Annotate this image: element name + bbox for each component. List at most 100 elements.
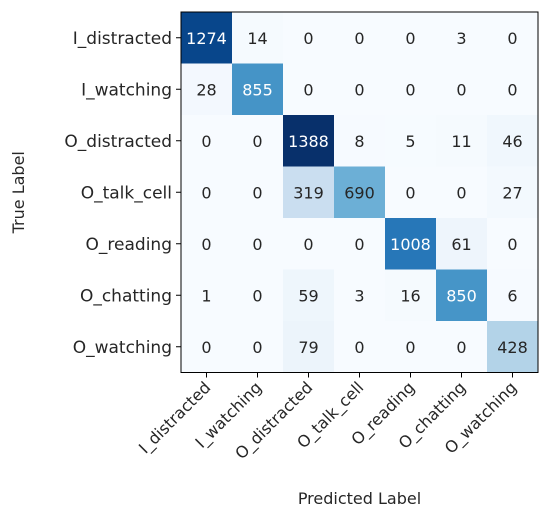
matrix-cell	[334, 63, 386, 116]
matrix-cell	[436, 12, 488, 64]
cell-value-label: 3	[456, 29, 466, 48]
cell-value-label: 59	[298, 286, 318, 305]
cell-value-label: 0	[252, 183, 262, 202]
matrix-cell	[487, 218, 539, 270]
matrix-cell	[334, 269, 386, 322]
cell-value-label: 1388	[288, 132, 329, 151]
matrix-cell	[334, 166, 386, 219]
matrix-cell	[436, 321, 488, 373]
cell-value-label: 1274	[186, 29, 227, 48]
cell-value-label: 0	[354, 338, 364, 357]
matrix-cell	[181, 115, 233, 167]
cell-value-labels: 1274 14 0 0 0 3 0 28 855 0 0 0 0 0 0 0 1388 8 5 11 46 0 0 319 69…	[186, 29, 528, 357]
matrix-cell	[385, 166, 437, 219]
matrix-cell	[283, 269, 335, 322]
matrix-cell	[283, 218, 335, 270]
cell-value-label: 0	[354, 80, 364, 99]
cell-value-label: 0	[252, 338, 262, 357]
matrix-cell	[487, 115, 539, 167]
matrix-cell	[283, 166, 335, 219]
matrix-cell	[283, 12, 335, 64]
cell-value-label: 0	[507, 235, 517, 254]
cell-value-label: 27	[502, 183, 522, 202]
matrix-cell	[283, 321, 335, 373]
cell-value-label: 1	[201, 286, 211, 305]
cell-value-label: 16	[400, 286, 420, 305]
matrix-cells	[181, 12, 539, 373]
matrix-cell	[232, 115, 284, 167]
cell-value-label: 0	[252, 286, 262, 305]
matrix-cell	[436, 166, 488, 219]
matrix-cell	[232, 321, 284, 373]
y-tick-label: O_chatting	[80, 286, 172, 306]
cell-value-label: 0	[354, 29, 364, 48]
cell-value-label: 0	[405, 183, 415, 202]
cell-value-label: 61	[451, 235, 471, 254]
x-axis-ticks: I_distractedI_watchingO_distractedO_talk…	[135, 372, 521, 464]
y-axis-ticks: I_distracted I_watching O_distracted O_talk…	[64, 29, 181, 358]
matrix-cell	[436, 218, 488, 270]
matrix-cell	[487, 12, 539, 64]
matrix-cell	[334, 12, 386, 64]
matrix-cell	[334, 321, 386, 373]
cell-value-label: 0	[252, 132, 262, 151]
matrix-cell	[232, 12, 284, 64]
matrix-cell	[181, 166, 233, 219]
matrix-cell	[181, 12, 233, 64]
matrix-cell	[385, 321, 437, 373]
matrix-cell	[181, 218, 233, 270]
y-tick-label: O_distracted	[64, 132, 172, 152]
matrix-cell	[283, 63, 335, 116]
cell-value-label: 1008	[390, 235, 431, 254]
cell-value-label: 0	[507, 29, 517, 48]
matrix-cell	[385, 115, 437, 167]
matrix-cell	[487, 321, 539, 373]
cell-value-label: 0	[252, 235, 262, 254]
matrix-cell	[385, 218, 437, 270]
cell-value-label: 46	[502, 132, 522, 151]
matrix-cell	[181, 321, 233, 373]
cell-value-label: 850	[446, 286, 477, 305]
cell-value-label: 28	[196, 80, 216, 99]
y-tick-label: O_talk_cell	[81, 183, 172, 203]
matrix-cell	[334, 115, 386, 167]
matrix-cell	[181, 269, 233, 322]
cell-value-label: 0	[456, 80, 466, 99]
cell-value-label: 0	[354, 235, 364, 254]
matrix-cell	[232, 166, 284, 219]
cell-value-label: 79	[298, 338, 318, 357]
cell-value-label: 0	[201, 338, 211, 357]
matrix-cell	[232, 63, 284, 116]
matrix-cell	[487, 269, 539, 322]
y-tick-label: I_watching	[81, 80, 172, 100]
cell-value-label: 0	[201, 132, 211, 151]
matrix-cell	[334, 218, 386, 270]
cell-value-label: 319	[293, 183, 324, 202]
cell-value-label: 0	[303, 29, 313, 48]
cell-value-label: 3	[354, 286, 364, 305]
cell-value-label: 0	[303, 80, 313, 99]
cell-value-label: 8	[354, 132, 364, 151]
matrix-cell	[181, 63, 233, 116]
cell-value-label: 0	[201, 235, 211, 254]
y-tick-label: O_reading	[86, 235, 172, 255]
x-axis-label: Predicted Label	[298, 489, 421, 508]
matrix-cell	[436, 269, 488, 322]
matrix-cell	[232, 218, 284, 270]
cell-value-label: 0	[456, 338, 466, 357]
y-axis-label: True Label	[9, 151, 28, 234]
y-tick-label: I_distracted	[73, 29, 172, 49]
cell-value-label: 690	[344, 183, 375, 202]
matrix-cell	[283, 115, 335, 167]
cell-value-label: 6	[507, 286, 517, 305]
cell-value-label: 14	[247, 29, 267, 48]
cell-value-label: 855	[242, 80, 273, 99]
cell-value-label: 11	[451, 132, 471, 151]
matrix-cell	[385, 269, 437, 322]
matrix-cell	[487, 166, 539, 219]
matrix-cell	[436, 115, 488, 167]
matrix-cell	[385, 12, 437, 64]
cell-value-label: 0	[456, 183, 466, 202]
cell-value-label: 0	[405, 338, 415, 357]
